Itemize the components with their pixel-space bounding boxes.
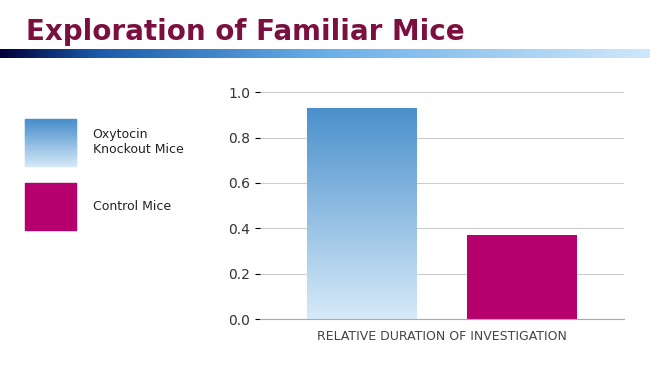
X-axis label: RELATIVE DURATION OF INVESTIGATION: RELATIVE DURATION OF INVESTIGATION: [317, 330, 567, 344]
Text: Exploration of Familiar Mice: Exploration of Familiar Mice: [26, 18, 465, 46]
Text: Oxytocin
Knockout Mice: Oxytocin Knockout Mice: [92, 128, 183, 156]
Text: Control Mice: Control Mice: [92, 200, 171, 213]
